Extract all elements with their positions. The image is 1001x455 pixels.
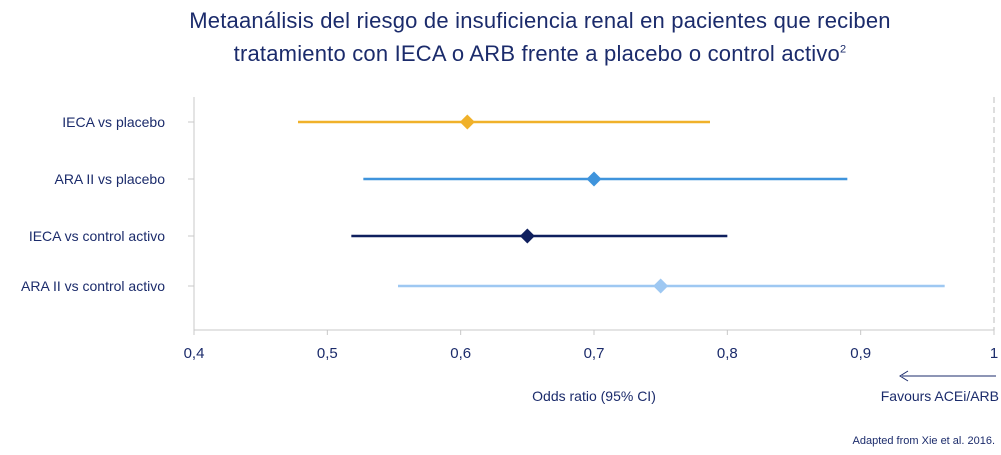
favours-arrow-head: [899, 370, 909, 382]
point-estimate: [653, 278, 669, 294]
x-tick-label: 0,4: [184, 345, 205, 362]
point-estimate: [459, 114, 475, 130]
row-label: ARA II vs control activo: [21, 278, 165, 294]
x-axis-label: Odds ratio (95% CI): [532, 388, 656, 404]
x-tick-label: 0,8: [717, 345, 738, 362]
row-label: IECA vs placebo: [62, 114, 165, 130]
source-note: Adapted from Xie et al. 2016.: [852, 435, 995, 447]
x-tick-label: 0,5: [317, 345, 338, 362]
chart-title-text: Metaanálisis del riesgo de insuficiencia…: [189, 8, 891, 66]
x-tick-label: 0,7: [584, 345, 605, 362]
row-label: ARA II vs placebo: [54, 171, 165, 187]
point-estimate: [586, 171, 602, 187]
x-tick-label: 0,9: [850, 345, 871, 362]
favours-label: Favours ACEi/ARB: [881, 388, 999, 404]
title-reference: 2: [840, 43, 847, 56]
point-estimate: [519, 228, 535, 244]
x-tick-label: 1: [990, 345, 998, 362]
chart-title: Metaanálisis del riesgo de insuficiencia…: [150, 4, 930, 70]
row-label: IECA vs control activo: [29, 228, 165, 244]
x-tick-label: 0,6: [450, 345, 471, 362]
